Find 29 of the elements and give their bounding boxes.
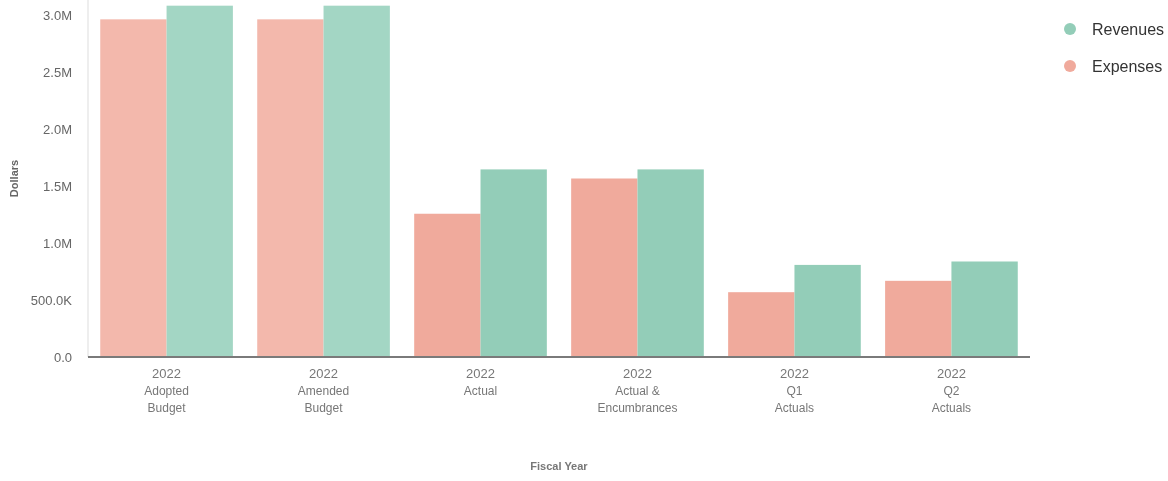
legend-label: Expenses bbox=[1092, 57, 1163, 75]
bar bbox=[257, 19, 324, 357]
bar bbox=[794, 264, 861, 357]
y-tick-label: 2.0M bbox=[43, 122, 72, 138]
bar bbox=[728, 292, 795, 357]
bar bbox=[951, 261, 1018, 357]
x-tick-label: 2022 Adopted Budget bbox=[144, 366, 189, 415]
x-tick-label: 2022 Q1 Actuals bbox=[774, 366, 815, 415]
x-tick-label: 2022 Actual & Encumbrances bbox=[597, 366, 678, 415]
x-axis-title: Fiscal Year bbox=[530, 460, 589, 472]
bar bbox=[414, 213, 481, 357]
bar bbox=[637, 169, 704, 357]
bar bbox=[100, 19, 167, 357]
y-tick-label: 1.0M bbox=[43, 235, 72, 251]
y-tick-label: 0.0 bbox=[53, 349, 72, 365]
bar bbox=[323, 5, 390, 357]
bar bbox=[166, 5, 233, 357]
bar bbox=[571, 178, 638, 357]
x-tick-label: 2022 Q2 Actuals bbox=[931, 366, 972, 415]
x-tick-label: 2022 Actual bbox=[463, 366, 498, 398]
legend-label: Revenues bbox=[1092, 20, 1165, 38]
bar bbox=[885, 280, 952, 357]
x-tick-label: 2022 Amended Budget bbox=[297, 366, 350, 415]
y-tick-label: 3.0M bbox=[43, 8, 72, 24]
y-tick-label: 1.5M bbox=[43, 179, 72, 195]
y-tick-label: 2.5M bbox=[43, 65, 72, 81]
y-tick-label: 500.0K bbox=[30, 292, 73, 308]
y-axis-title: Dollars bbox=[8, 159, 20, 198]
bar bbox=[480, 169, 547, 357]
